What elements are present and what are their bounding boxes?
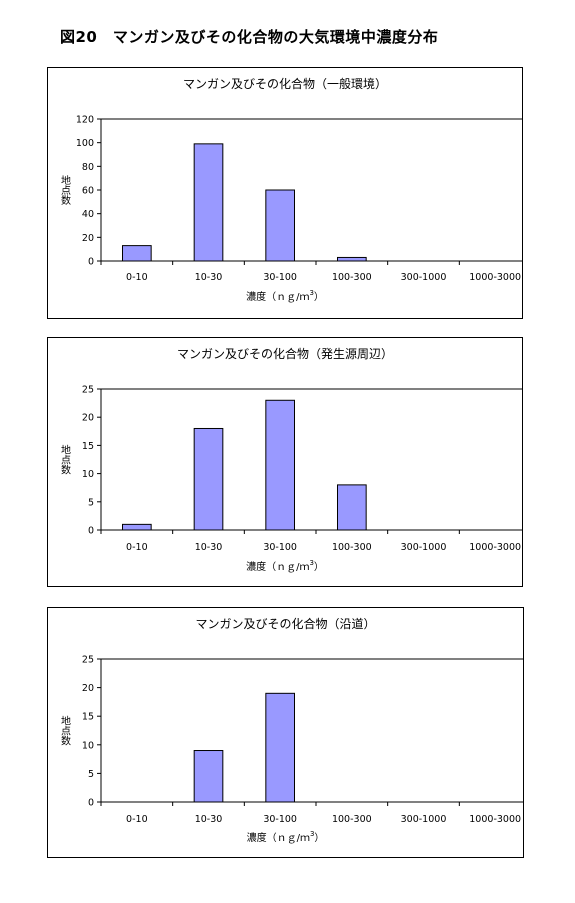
bar xyxy=(265,189,295,262)
y-tick-label: 20 xyxy=(82,413,94,424)
y-tick-label: 25 xyxy=(82,655,94,666)
chart-title: マンガン及びその化合物（発生源周辺） xyxy=(177,346,393,361)
chart-panel-general: マンガン及びその化合物（一般環境） 0 20 40 60 80 100 120 0-10 10-3… xyxy=(47,67,523,319)
y-tick-label: 60 xyxy=(82,186,94,197)
x-tick-label: 100-300 xyxy=(332,814,372,825)
y-tick-label: 5 xyxy=(88,769,94,780)
x-tick-label: 300-1000 xyxy=(401,814,447,825)
chart-panel-source: マンガン及びその化合物（発生源周辺） 0 5 10 15 20 25 0-10 10-30 30-… xyxy=(47,337,523,587)
bar xyxy=(265,399,295,531)
x-tick-label: 30-100 xyxy=(263,272,297,283)
x-tick-label: 1000-3000 xyxy=(469,272,521,283)
x-tick-label: 10-30 xyxy=(195,542,223,553)
chart-roadside: マンガン及びその化合物（沿道） 0 5 10 15 20 25 0-10 10-30 30-100… xyxy=(59,616,523,844)
bar xyxy=(193,750,224,803)
x-axis-label-sup: 3 xyxy=(309,289,313,297)
x-axis-label: 濃度（ｎｇ/ｍ3） xyxy=(246,289,324,303)
y-tick-label: 40 xyxy=(82,209,94,220)
y-axis-label: 地点数 xyxy=(59,714,71,746)
y-tick-label: 20 xyxy=(82,233,94,244)
page-title: 図20 マンガン及びその化合物の大気環境中濃度分布 xyxy=(60,28,439,46)
x-axis-label-main: 濃度（ｎｇ/ｍ xyxy=(247,831,310,844)
plot-area xyxy=(100,388,522,531)
x-tick-label: 100-300 xyxy=(332,272,372,283)
chart-title: マンガン及びその化合物（一般環境） xyxy=(183,76,387,91)
x-tick-label: 100-300 xyxy=(332,542,372,553)
x-axis-label-end: ） xyxy=(314,561,324,573)
y-tick-label: 5 xyxy=(88,497,94,508)
x-tick-label: 10-30 xyxy=(195,814,223,825)
y-tick-label: 15 xyxy=(82,441,94,452)
bar xyxy=(337,256,367,262)
x-tick-label: 30-100 xyxy=(263,814,297,825)
y-axis-label: 地点数 xyxy=(59,174,71,206)
y-tick-label: 10 xyxy=(82,740,94,751)
x-tick-label: 1000-3000 xyxy=(469,814,521,825)
x-tick-label: 0-10 xyxy=(126,814,148,825)
x-tick-label: 0-10 xyxy=(126,542,148,553)
y-tick-label: 100 xyxy=(76,138,94,149)
y-tick-label: 25 xyxy=(82,385,94,396)
x-tick-label: 30-100 xyxy=(263,542,297,553)
x-tick-label: 10-30 xyxy=(195,272,223,283)
x-axis-label-end: ） xyxy=(314,291,324,303)
y-tick-label: 0 xyxy=(88,798,94,809)
bar xyxy=(193,143,224,262)
y-tick-label: 15 xyxy=(82,712,94,723)
bar xyxy=(122,523,152,531)
y-axis-label: 地点数 xyxy=(59,443,71,475)
x-axis-label-sup: 3 xyxy=(310,830,314,838)
x-axis-label-end: ） xyxy=(314,832,324,844)
bar xyxy=(193,427,224,531)
bar xyxy=(265,692,295,803)
y-tick-label: 20 xyxy=(82,683,94,694)
plot-area xyxy=(100,118,522,262)
chart-title: マンガン及びその化合物（沿道） xyxy=(195,616,375,631)
x-axis-label: 濃度（ｎｇ/ｍ3） xyxy=(247,830,325,844)
chart-panel-roadside: マンガン及びその化合物（沿道） 0 5 10 15 20 25 0-10 10-30 30-100… xyxy=(47,607,524,858)
x-axis-label-sup: 3 xyxy=(309,559,313,567)
y-tick-label: 120 xyxy=(76,115,94,126)
x-axis-label-main: 濃度（ｎｇ/ｍ xyxy=(246,560,309,573)
chart-general: マンガン及びその化合物（一般環境） 0 20 40 60 80 100 120 0-10 10-3… xyxy=(59,76,522,303)
x-axis-label-main: 濃度（ｎｇ/ｍ xyxy=(246,290,309,303)
bar xyxy=(122,245,152,262)
y-tick-label: 80 xyxy=(82,162,94,173)
chart-source: マンガン及びその化合物（発生源周辺） 0 5 10 15 20 25 0-10 10-30 30-… xyxy=(59,346,522,573)
x-tick-label: 300-1000 xyxy=(401,542,447,553)
x-axis-label: 濃度（ｎｇ/ｍ3） xyxy=(246,559,324,573)
x-tick-label: 1000-3000 xyxy=(469,542,521,553)
y-tick-label: 0 xyxy=(88,526,94,537)
y-tick-label: 0 xyxy=(88,257,94,268)
y-tick-label: 10 xyxy=(82,469,94,480)
x-tick-label: 300-1000 xyxy=(401,272,447,283)
x-tick-label: 0-10 xyxy=(126,272,148,283)
plot-area xyxy=(100,658,523,803)
bar xyxy=(337,484,367,531)
